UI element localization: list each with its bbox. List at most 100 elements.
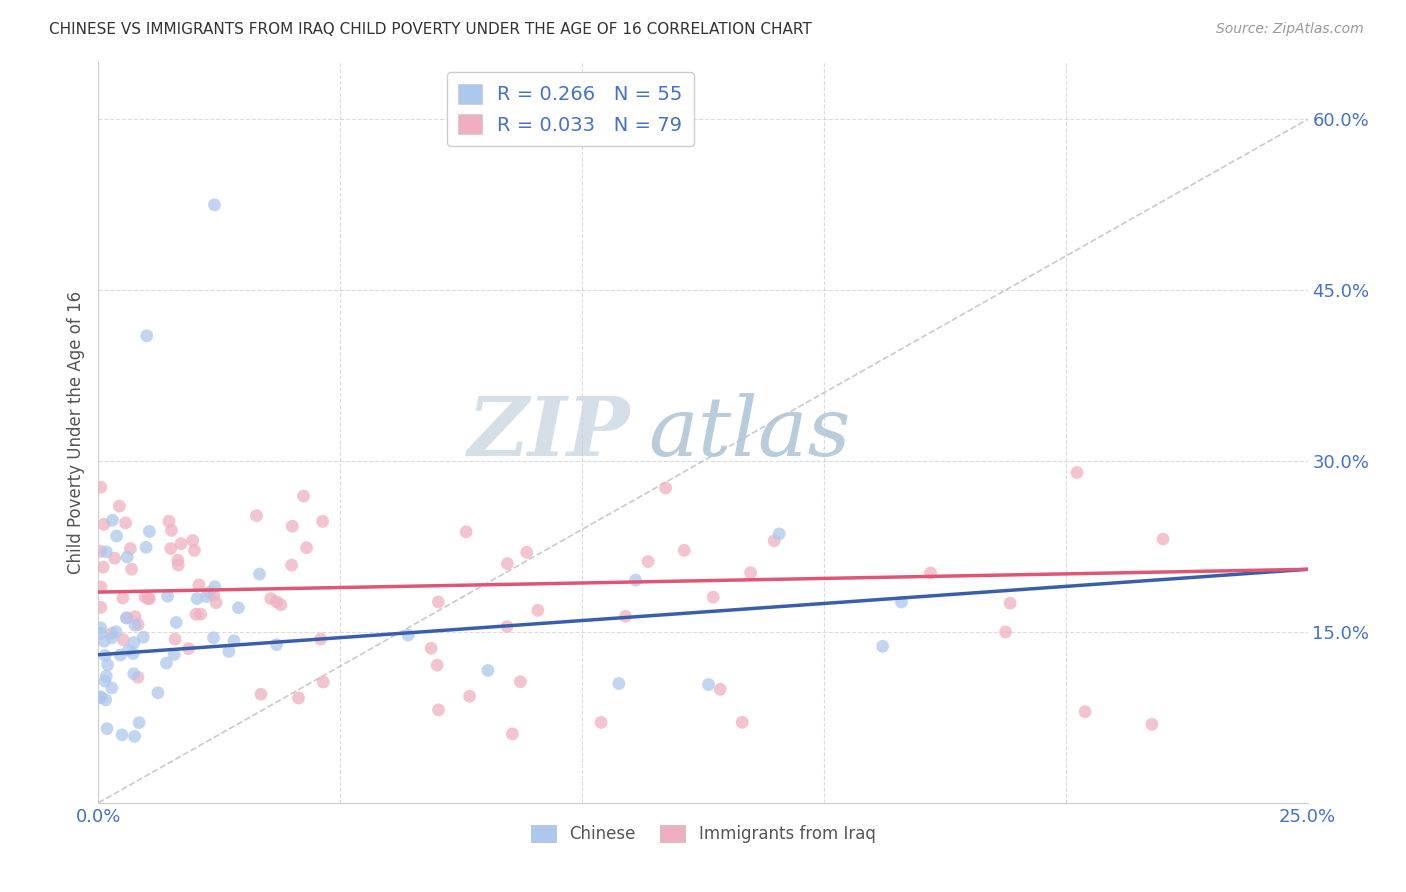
Point	[122, 666, 145, 681]
Point	[163, 648, 186, 662]
Point	[138, 591, 160, 606]
Point	[136, 591, 159, 606]
Point	[624, 573, 647, 587]
Text: atlas: atlas	[648, 392, 851, 473]
Point	[426, 658, 449, 673]
Point	[202, 631, 225, 645]
Point	[94, 674, 117, 689]
Point	[198, 585, 221, 599]
Point	[763, 533, 786, 548]
Point	[181, 533, 204, 548]
Point	[204, 198, 226, 212]
Point	[115, 611, 138, 625]
Point	[202, 588, 225, 602]
Point	[112, 632, 135, 647]
Point	[146, 686, 169, 700]
Point	[1152, 532, 1174, 546]
Legend: Chinese, Immigrants from Iraq: Chinese, Immigrants from Iraq	[524, 819, 882, 850]
Point	[120, 541, 142, 556]
Point	[96, 669, 118, 683]
Point	[177, 641, 200, 656]
Point	[260, 591, 283, 606]
Point	[110, 648, 132, 662]
Point	[117, 643, 139, 657]
Point	[90, 626, 112, 640]
Point	[195, 590, 218, 604]
Point	[170, 536, 193, 550]
Point	[1074, 705, 1097, 719]
Point	[527, 603, 550, 617]
Point	[295, 541, 318, 555]
Point	[124, 618, 146, 632]
Point	[287, 690, 309, 705]
Point	[249, 567, 271, 582]
Point	[124, 609, 146, 624]
Point	[156, 589, 179, 603]
Point	[183, 543, 205, 558]
Point	[90, 621, 112, 635]
Point	[270, 598, 292, 612]
Point	[96, 545, 118, 559]
Point	[516, 545, 538, 559]
Point	[731, 715, 754, 730]
Point	[890, 595, 912, 609]
Point	[311, 514, 333, 528]
Point	[250, 687, 273, 701]
Point	[135, 541, 157, 555]
Point	[281, 519, 304, 533]
Point	[155, 656, 177, 670]
Point	[101, 626, 124, 640]
Point	[157, 514, 180, 528]
Point	[477, 664, 499, 678]
Point	[312, 675, 335, 690]
Point	[187, 578, 209, 592]
Point	[1140, 717, 1163, 731]
Point	[222, 633, 245, 648]
Point	[607, 676, 630, 690]
Point	[127, 617, 149, 632]
Point	[697, 677, 720, 691]
Point	[218, 644, 240, 658]
Point	[496, 619, 519, 633]
Point	[427, 703, 450, 717]
Point	[768, 526, 790, 541]
Point	[96, 722, 118, 736]
Point	[496, 557, 519, 571]
Point	[309, 632, 332, 646]
Point	[105, 529, 128, 543]
Point	[184, 607, 207, 622]
Point	[101, 513, 124, 527]
Point	[122, 647, 145, 661]
Point	[115, 549, 138, 564]
Point	[111, 591, 134, 605]
Point	[709, 682, 731, 697]
Point	[105, 624, 128, 639]
Point	[101, 631, 124, 645]
Point	[998, 596, 1021, 610]
Point	[91, 560, 114, 574]
Point	[122, 635, 145, 649]
Point	[134, 590, 156, 604]
Point	[420, 641, 443, 656]
Point	[228, 600, 250, 615]
Point	[702, 590, 724, 604]
Point	[132, 630, 155, 644]
Point	[90, 544, 112, 558]
Point	[127, 670, 149, 684]
Point	[94, 693, 117, 707]
Point	[159, 541, 181, 556]
Point	[673, 543, 696, 558]
Point	[509, 674, 531, 689]
Point	[160, 524, 183, 538]
Point	[245, 508, 267, 523]
Point	[205, 596, 228, 610]
Point	[111, 728, 134, 742]
Point	[90, 580, 112, 594]
Point	[108, 499, 131, 513]
Text: Source: ZipAtlas.com: Source: ZipAtlas.com	[1216, 22, 1364, 37]
Point	[292, 489, 315, 503]
Point	[104, 551, 127, 566]
Point	[427, 595, 450, 609]
Point	[93, 634, 115, 648]
Point	[654, 481, 676, 495]
